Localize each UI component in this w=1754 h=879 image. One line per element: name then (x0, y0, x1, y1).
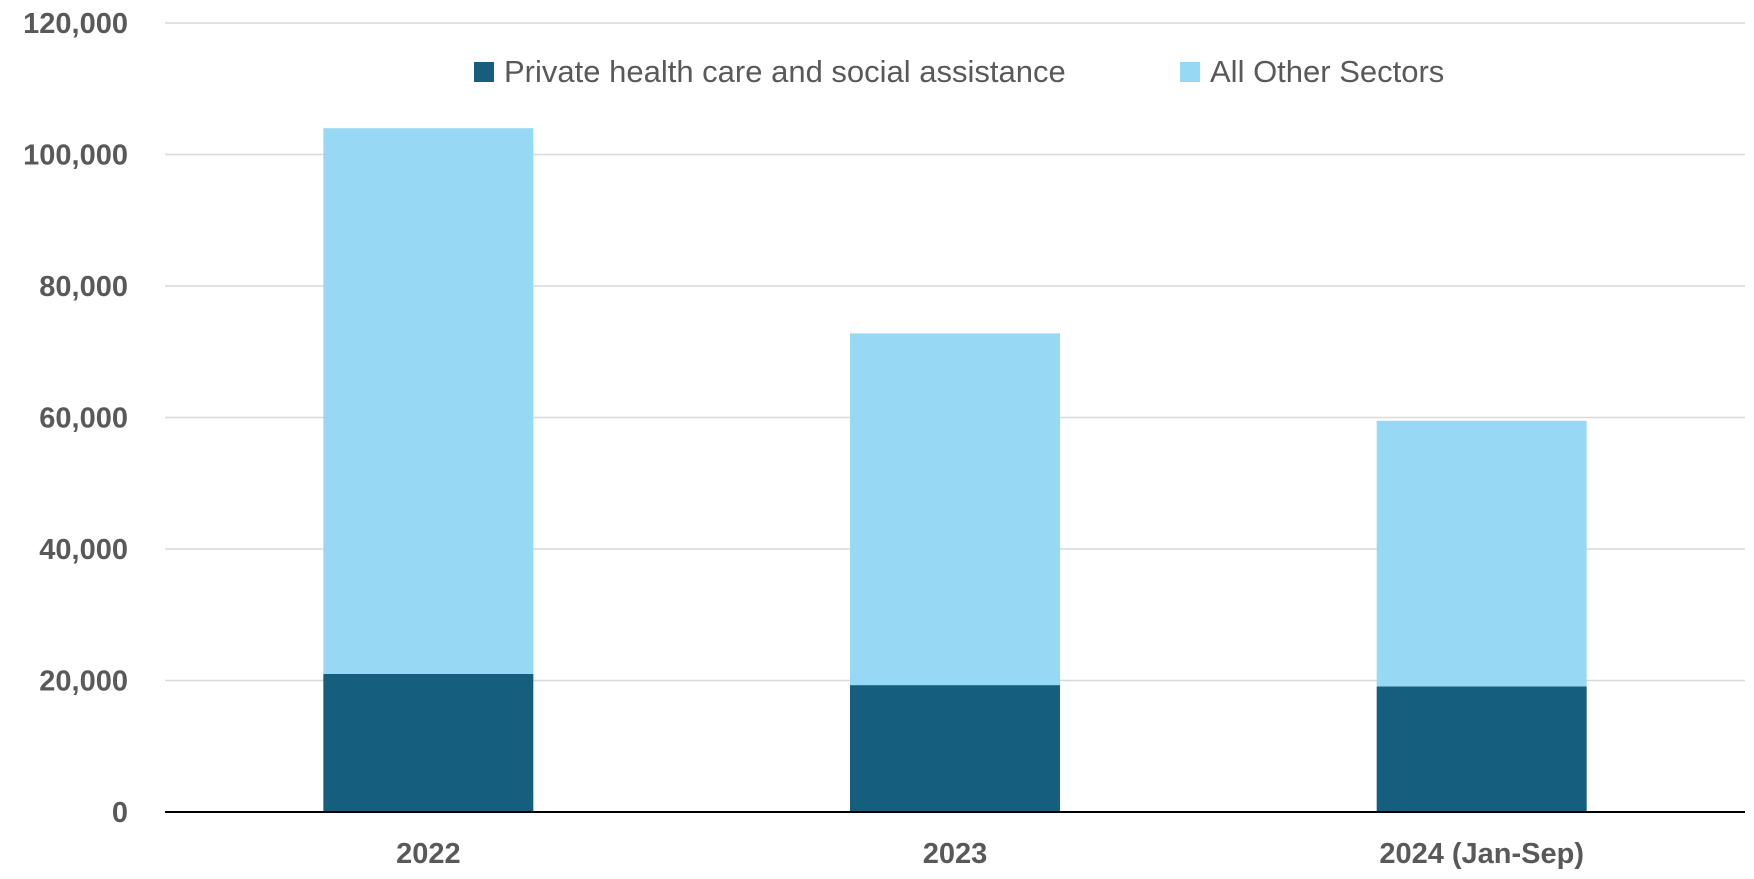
bar-segment-all-other-sectors (323, 128, 534, 674)
y-tick-label: 40,000 (39, 534, 128, 566)
y-tick-label: 20,000 (39, 666, 128, 698)
axes: 0 20,000 40,000 60,000 80,000 100,000 120,000 2… (23, 8, 1745, 870)
y-tick-label: 60,000 (39, 403, 128, 435)
bar-segment-private-health-care (850, 685, 1060, 812)
x-tick-label: 2024 (Jan-Sep) (1379, 838, 1584, 870)
bars (323, 128, 1587, 812)
bar-segment-all-other-sectors (850, 333, 1060, 686)
legend-label: All Other Sectors (1210, 54, 1444, 89)
legend: Private health care and social assistanc… (474, 54, 1444, 89)
x-tick-label: 2022 (396, 838, 461, 870)
legend-swatch (1180, 62, 1200, 82)
bar-segment-private-health-care (323, 673, 534, 812)
y-tick-label: 100,000 (23, 140, 128, 172)
legend-label: Private health care and social assistanc… (504, 54, 1066, 89)
bar-segment-private-health-care (1376, 686, 1587, 812)
bar-segment-all-other-sectors (1376, 420, 1587, 687)
y-tick-label: 80,000 (39, 271, 128, 303)
x-tick-label: 2023 (923, 838, 988, 870)
y-tick-label: 0 (112, 797, 128, 829)
legend-swatch (474, 62, 494, 82)
y-tick-label: 120,000 (23, 8, 128, 40)
